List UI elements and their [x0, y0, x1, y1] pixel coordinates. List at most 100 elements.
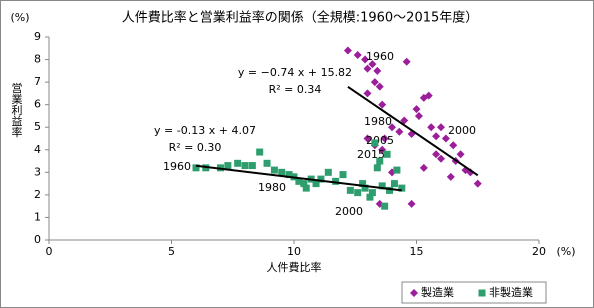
point	[473, 179, 482, 188]
point	[419, 163, 428, 172]
x-unit: (%)	[556, 245, 575, 258]
trend-equation: y = −0.74 x + 15.82	[238, 66, 352, 79]
year-annotation: 2000	[448, 124, 476, 137]
point	[270, 166, 278, 174]
x-tick-label: 0	[46, 245, 53, 258]
point	[427, 123, 436, 132]
x-tick-label: 5	[168, 245, 175, 258]
point	[393, 166, 401, 174]
point	[395, 127, 404, 136]
point	[366, 193, 374, 201]
point	[312, 180, 320, 188]
point	[256, 148, 264, 156]
legend	[401, 281, 547, 304]
point	[402, 57, 411, 66]
x-tick-label: 20	[532, 245, 546, 258]
point	[381, 202, 389, 210]
point	[437, 123, 445, 132]
point	[363, 89, 372, 98]
trend-line	[347, 85, 479, 177]
point	[398, 184, 406, 192]
legend-marker	[410, 289, 418, 297]
point	[354, 189, 362, 197]
point	[371, 139, 379, 147]
point	[412, 105, 421, 114]
year-annotation: 1980	[258, 181, 286, 194]
y-tick-label: 5	[34, 120, 41, 133]
point	[361, 184, 369, 192]
point	[386, 186, 394, 194]
point	[373, 164, 381, 172]
point	[192, 164, 200, 172]
point	[248, 162, 256, 170]
point	[241, 162, 249, 170]
trend-r2: R² = 0.30	[169, 141, 222, 154]
year-annotation: 2005	[366, 134, 394, 147]
year-annotation: 1960	[366, 50, 394, 63]
point	[339, 171, 347, 179]
point	[432, 150, 441, 159]
trend-line	[195, 164, 402, 192]
point	[456, 150, 465, 159]
point	[353, 51, 362, 60]
point	[441, 134, 450, 143]
point	[446, 172, 455, 181]
point	[388, 123, 396, 132]
point	[380, 134, 389, 143]
y-axis-label: 営業利益率	[10, 81, 23, 138]
y-unit: (%)	[10, 11, 29, 24]
year-annotation: 1960	[163, 160, 191, 173]
chart-title: 人件費比率と営業利益率の関係（全規模:1960〜2015年度）	[122, 10, 479, 26]
y-tick-label: 2	[34, 188, 41, 201]
point	[302, 184, 310, 192]
point	[346, 186, 354, 194]
point	[224, 162, 232, 170]
point	[432, 132, 441, 141]
y-tick-label: 3	[34, 165, 41, 178]
point	[373, 66, 382, 75]
point	[449, 141, 458, 150]
point	[343, 46, 352, 55]
point	[300, 180, 308, 188]
point	[295, 177, 303, 185]
y-tick-label: 7	[34, 75, 41, 88]
point	[332, 177, 340, 185]
y-tick-label: 4	[34, 143, 41, 156]
y-tick-label: 6	[34, 98, 41, 111]
point	[359, 180, 367, 188]
point	[378, 182, 386, 190]
legend-label: 製造業	[421, 285, 454, 299]
legend-label: 非製造業	[489, 285, 533, 299]
legend-marker	[478, 289, 486, 297]
y-tick-label: 9	[34, 30, 41, 43]
x-axis-label: 人件費比率	[267, 260, 322, 274]
point	[378, 100, 387, 109]
y-tick-label: 1	[34, 210, 41, 223]
point	[466, 168, 475, 177]
point	[383, 150, 391, 158]
point	[368, 60, 377, 69]
point	[263, 159, 271, 167]
point	[407, 199, 416, 208]
point	[317, 175, 325, 183]
point	[368, 189, 376, 197]
point	[414, 111, 423, 120]
point	[234, 159, 242, 167]
point	[363, 64, 372, 73]
point	[363, 134, 372, 143]
trend-equation: y = -0.13 x + 4.07	[154, 124, 256, 137]
y-tick-label: 0	[34, 233, 41, 246]
point	[437, 154, 445, 163]
point	[370, 78, 379, 87]
y-tick-label: 8	[34, 53, 41, 66]
point	[285, 171, 293, 179]
point	[390, 180, 398, 188]
point	[361, 55, 370, 64]
x-tick-label: 15	[410, 245, 424, 258]
point	[278, 168, 286, 176]
year-annotation: 2000	[335, 205, 363, 218]
x-tick-label: 10	[287, 245, 301, 258]
year-annotation: 1980	[364, 115, 392, 128]
